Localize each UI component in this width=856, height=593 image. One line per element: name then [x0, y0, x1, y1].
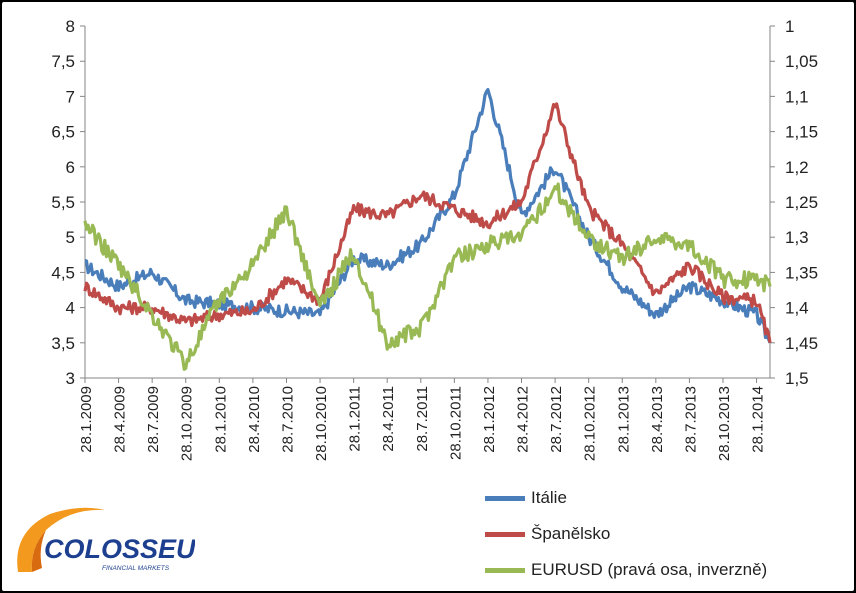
x-tick-label: 28.10.2012: [582, 386, 599, 461]
legend-item-italie: Itálie: [485, 480, 767, 516]
right-tick-label: 1,1: [785, 87, 809, 106]
x-tick-label: 28.4.2011: [380, 386, 397, 452]
left-tick-label: 7,5: [51, 52, 75, 71]
series-line-2: [83, 182, 772, 371]
right-tick-label: 1,35: [785, 263, 818, 282]
legend-label: EURUSD (pravá osa, inverzně): [531, 560, 768, 579]
x-tick-label: 28.10.2011: [447, 386, 464, 460]
left-tick-label: 5,5: [51, 193, 75, 212]
colosseum-logo: COLOSSEUM FINANCIAL MARKETS: [17, 507, 195, 572]
right-tick-label: 1,15: [785, 123, 818, 142]
x-tick-label: 28.1.2010: [212, 386, 229, 453]
legend-item-spanelsko: Španělsko: [485, 516, 767, 552]
right-axis: 1 1,05 1,1 1,15 1,2 1,25 1,3 1,35 1,4 1,45 1,5: [769, 17, 818, 388]
legend-label: Španělsko: [531, 524, 611, 543]
series-lines: [83, 87, 772, 371]
left-tick-label: 7: [66, 87, 75, 106]
x-tick-label: 28.4.2013: [649, 386, 666, 453]
left-tick-label: 8: [66, 17, 75, 36]
x-tick-label: 28.4.2012: [515, 386, 532, 453]
series-line-1: [83, 102, 772, 344]
right-tick-label: 1,05: [785, 52, 818, 71]
x-tick-label: 28.7.2009: [145, 386, 162, 453]
left-tick-label: 3,5: [51, 334, 75, 353]
left-tick-label: 6,5: [51, 123, 75, 142]
legend-item-eurusd: EURUSD (pravá osa, inverzně): [485, 552, 767, 588]
left-tick-label: 5: [66, 228, 75, 247]
left-tick-label: 4,5: [51, 263, 75, 282]
x-tick-label: 28.7.2011: [414, 386, 431, 452]
x-tick-label: 28.1.2011: [347, 386, 364, 452]
right-tick-label: 1,5: [785, 369, 809, 388]
x-tick-label: 28.10.2010: [313, 386, 330, 461]
x-tick-label: 28.7.2013: [682, 386, 699, 453]
x-tick-label: 28.10.2013: [716, 386, 733, 461]
right-tick-label: 1,25: [785, 193, 818, 212]
right-tick-label: 1: [785, 17, 794, 36]
logo-wordmark: COLOSSEUM: [44, 534, 195, 564]
legend-label: Itálie: [531, 488, 567, 507]
x-tick-label: 28.4.2010: [246, 386, 263, 453]
left-tick-label: 6: [66, 158, 75, 177]
x-tick-label: 28.1.2014: [750, 386, 767, 453]
left-tick-label: 4: [66, 299, 75, 318]
series-line-0: [84, 87, 772, 344]
left-tick-label: 3: [66, 369, 75, 388]
x-tick-label: 28.1.2012: [481, 386, 498, 453]
logo-swoosh-shadow: [31, 530, 46, 572]
legend-swatch: [485, 531, 525, 537]
x-tick-label: 28.1.2013: [615, 386, 632, 453]
logo-tagline: FINANCIAL MARKETS: [102, 565, 170, 572]
right-tick-label: 1,3: [785, 228, 809, 247]
legend-swatch: [485, 495, 525, 501]
right-tick-label: 1,2: [785, 158, 809, 177]
right-tick-label: 1,45: [785, 334, 818, 353]
x-tick-label: 28.7.2010: [279, 386, 296, 453]
legend: Itálie Španělsko EURUSD (pravá osa, inve…: [485, 480, 767, 588]
legend-swatch: [485, 567, 525, 573]
logo-swoosh: [17, 507, 106, 572]
x-axis: 28.1.2009 28.4.2009 28.7.2009 28.10.2009 28.…: [78, 377, 770, 461]
left-axis: 3 3,5 4 4,5 5 5,5 6 6,5 7 7,5 8: [51, 17, 86, 388]
x-tick-label: 28.7.2012: [548, 386, 565, 453]
x-tick-label: 28.4.2009: [112, 386, 129, 453]
right-tick-label: 1,4: [785, 299, 809, 318]
x-tick-label: 28.10.2009: [179, 386, 196, 461]
x-tick-label: 28.1.2009: [78, 386, 95, 453]
